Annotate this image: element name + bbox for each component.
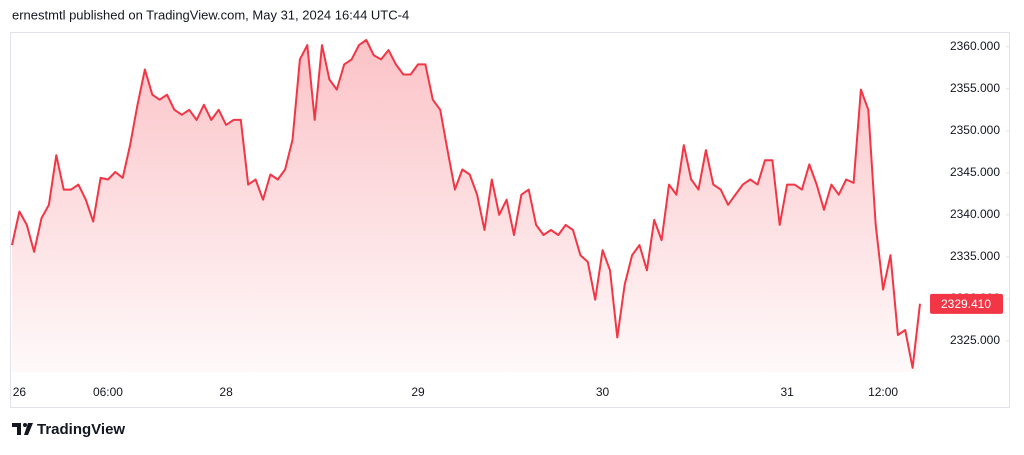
last-price-box bbox=[930, 293, 1003, 314]
price-line bbox=[11, 39, 921, 369]
x-tick-label: 26 bbox=[13, 385, 27, 399]
y-tick-label: 2325.000 bbox=[950, 333, 1000, 347]
x-tick-label: 12:00 bbox=[868, 385, 898, 399]
x-tick-label: 31 bbox=[780, 385, 794, 399]
y-tick-label: 2335.000 bbox=[950, 249, 1000, 263]
y-tick-label: 2340.000 bbox=[950, 207, 1000, 221]
x-tick-label: 30 bbox=[596, 385, 610, 399]
last-price-label: 2329.410 bbox=[941, 297, 991, 311]
tv-logo bbox=[12, 423, 33, 435]
y-tick-label: 2355.000 bbox=[950, 81, 1000, 95]
y-tick-label: 2360.000 bbox=[950, 39, 1000, 53]
x-tick-label: 29 bbox=[411, 385, 425, 399]
brand: TradingView bbox=[37, 421, 125, 438]
y-tick-label: 2345.000 bbox=[950, 165, 1000, 179]
header-text: ernestmtl published on TradingView.com, … bbox=[12, 7, 409, 22]
x-tick-label: 28 bbox=[219, 385, 233, 399]
y-tick-label: 2350.000 bbox=[950, 123, 1000, 137]
area-fill bbox=[12, 40, 920, 372]
chart-frame bbox=[10, 32, 1010, 408]
x-tick-label: 06:00 bbox=[93, 385, 123, 399]
